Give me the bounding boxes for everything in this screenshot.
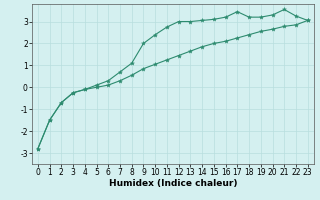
X-axis label: Humidex (Indice chaleur): Humidex (Indice chaleur) — [108, 179, 237, 188]
